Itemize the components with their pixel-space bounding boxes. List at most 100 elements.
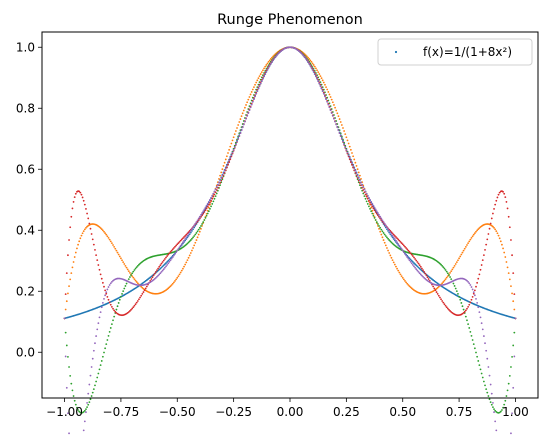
data-point [379, 230, 382, 233]
data-point [108, 284, 111, 286]
data-point [477, 360, 480, 362]
data-point [479, 268, 482, 271]
data-point [441, 264, 444, 267]
data-point [377, 223, 379, 225]
data-point [381, 236, 384, 239]
data-point [406, 248, 409, 251]
data-point [97, 264, 100, 266]
data-point [259, 82, 262, 85]
data-point [511, 292, 513, 295]
data-point [136, 300, 139, 302]
data-point [81, 232, 84, 235]
data-point [219, 174, 222, 177]
data-point [245, 117, 247, 120]
data-point [404, 252, 406, 255]
data-point [210, 205, 212, 208]
data-point [490, 217, 493, 220]
data-point [397, 269, 400, 272]
data-point [390, 256, 393, 259]
data-point [214, 188, 217, 191]
data-point [159, 267, 162, 270]
data-point [469, 301, 472, 304]
data-point [454, 287, 457, 290]
data-point [71, 207, 74, 210]
data-point [467, 242, 470, 245]
data-point [233, 146, 236, 149]
data-point [74, 403, 77, 406]
data-point [162, 264, 165, 267]
data-point [415, 264, 418, 267]
data-point [346, 139, 349, 142]
data-point [393, 234, 396, 237]
data-point [103, 230, 105, 233]
data-point [499, 410, 502, 413]
data-point [502, 406, 504, 409]
data-point [369, 207, 371, 210]
data-point [92, 243, 95, 246]
data-point [443, 279, 446, 282]
data-point [458, 257, 460, 260]
data-point [498, 191, 501, 194]
data-point [460, 302, 463, 304]
data-point [269, 62, 272, 65]
data-point [313, 72, 316, 75]
data-point [195, 232, 198, 234]
data-point [218, 178, 220, 180]
data-point [145, 285, 148, 288]
data-point [353, 158, 356, 161]
x-tick-label: 0.50 [389, 405, 416, 419]
data-point [85, 408, 87, 411]
data-point [300, 52, 303, 54]
data-point [489, 222, 492, 225]
data-point [161, 269, 164, 272]
data-point [167, 253, 170, 256]
data-point [108, 331, 111, 333]
data-point [195, 239, 198, 241]
data-point [65, 272, 68, 275]
data-point [202, 210, 205, 213]
data-point [453, 264, 456, 267]
data-point [65, 344, 68, 347]
data-point [82, 411, 85, 413]
data-point [101, 355, 104, 358]
data-point [220, 171, 223, 174]
data-point [68, 239, 70, 241]
data-point [389, 231, 392, 234]
data-point [78, 190, 81, 193]
data-point [275, 54, 278, 57]
data-point [379, 226, 382, 229]
data-point [452, 282, 455, 285]
data-point [227, 152, 229, 154]
data-point [466, 279, 468, 282]
data-point [125, 266, 128, 269]
data-point [468, 303, 471, 306]
data-point [191, 249, 193, 252]
data-point [364, 197, 367, 200]
data-point [503, 192, 506, 195]
data-point [493, 411, 495, 414]
data-point [467, 323, 470, 325]
data-point [109, 282, 112, 285]
data-point [251, 88, 254, 91]
data-point [401, 243, 404, 246]
data-point [82, 230, 85, 233]
data-point [188, 231, 191, 234]
data-point [170, 249, 173, 252]
data-point [162, 259, 165, 262]
data-point [494, 228, 497, 231]
data-point [342, 140, 344, 143]
data-point [201, 223, 203, 225]
data-point [91, 357, 94, 360]
data-point [108, 301, 111, 304]
data-point [120, 295, 122, 298]
data-point [77, 243, 79, 246]
data-point [502, 247, 504, 250]
data-point [79, 237, 82, 240]
data-point [476, 355, 479, 358]
data-point [165, 265, 167, 268]
data-point [85, 411, 87, 414]
data-point [254, 95, 256, 98]
data-point [166, 263, 169, 266]
data-point [306, 59, 308, 61]
data-point [346, 151, 349, 154]
